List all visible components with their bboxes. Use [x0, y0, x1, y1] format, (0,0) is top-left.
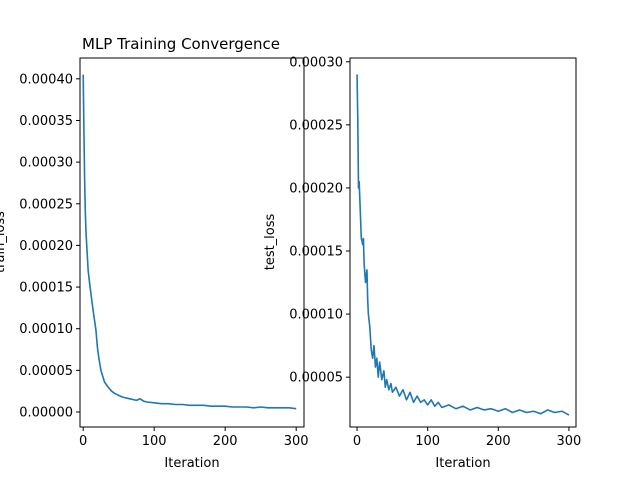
series-line	[82, 74, 297, 410]
y-tick-label: 0.00010	[289, 308, 343, 323]
y-axis-label: test_loss	[263, 213, 278, 270]
x-tick-label: 200	[486, 434, 511, 449]
plot-lines	[356, 74, 570, 416]
y-axis-label: train_loss	[0, 211, 8, 273]
y-tick-label: 0.00000	[19, 406, 73, 421]
x-axis-label: Iteration	[435, 456, 490, 471]
y-tick-label: 0.00030	[19, 156, 73, 171]
chart-test-loss: 0 100 200 300 0.00005 0.00010 0.00015 0.00020 0.…	[263, 55, 581, 471]
chart-train-loss: MLP Training Convergence 0 100 200 300 0.000…	[0, 35, 309, 471]
y-tick-label: 0.00030	[289, 55, 343, 70]
x-tick-label: 200	[213, 434, 238, 449]
y-tick-label: 0.00025	[19, 197, 73, 212]
y-tick-label: 0.00040	[19, 72, 73, 87]
y-tick-label: 0.00020	[289, 181, 343, 196]
x-tick-label: 0	[353, 434, 361, 449]
x-axis-label: Iteration	[164, 456, 219, 471]
x-tick-label: 300	[557, 434, 582, 449]
x-tick-label: 0	[79, 434, 87, 449]
plot-lines	[82, 74, 297, 410]
x-tick-label: 100	[142, 434, 167, 449]
y-tick-label: 0.00015	[289, 245, 343, 260]
y-tick-label: 0.00035	[19, 114, 73, 129]
y-tick-label: 0.00005	[19, 364, 73, 379]
y-tick-label: 0.00015	[19, 281, 73, 296]
y-tick-label: 0.00005	[289, 371, 343, 386]
x-tick-label: 100	[415, 434, 440, 449]
y-tick-label: 0.00025	[289, 118, 343, 133]
axes-frame	[349, 57, 577, 428]
axes-ticks: 0 100 200 300 0.00005 0.00010 0.00015 0.00020 0.…	[289, 55, 581, 449]
y-tick-label: 0.00020	[19, 239, 73, 254]
x-tick-label: 300	[284, 434, 309, 449]
axes-frame	[79, 57, 305, 428]
y-tick-label: 0.00010	[19, 322, 73, 337]
chart-title: MLP Training Convergence	[82, 35, 280, 53]
series-line	[356, 74, 570, 416]
axes-ticks: 0 100 200 300 0.00000 0.00005 0.00010 0.00015 0.…	[19, 72, 308, 449]
